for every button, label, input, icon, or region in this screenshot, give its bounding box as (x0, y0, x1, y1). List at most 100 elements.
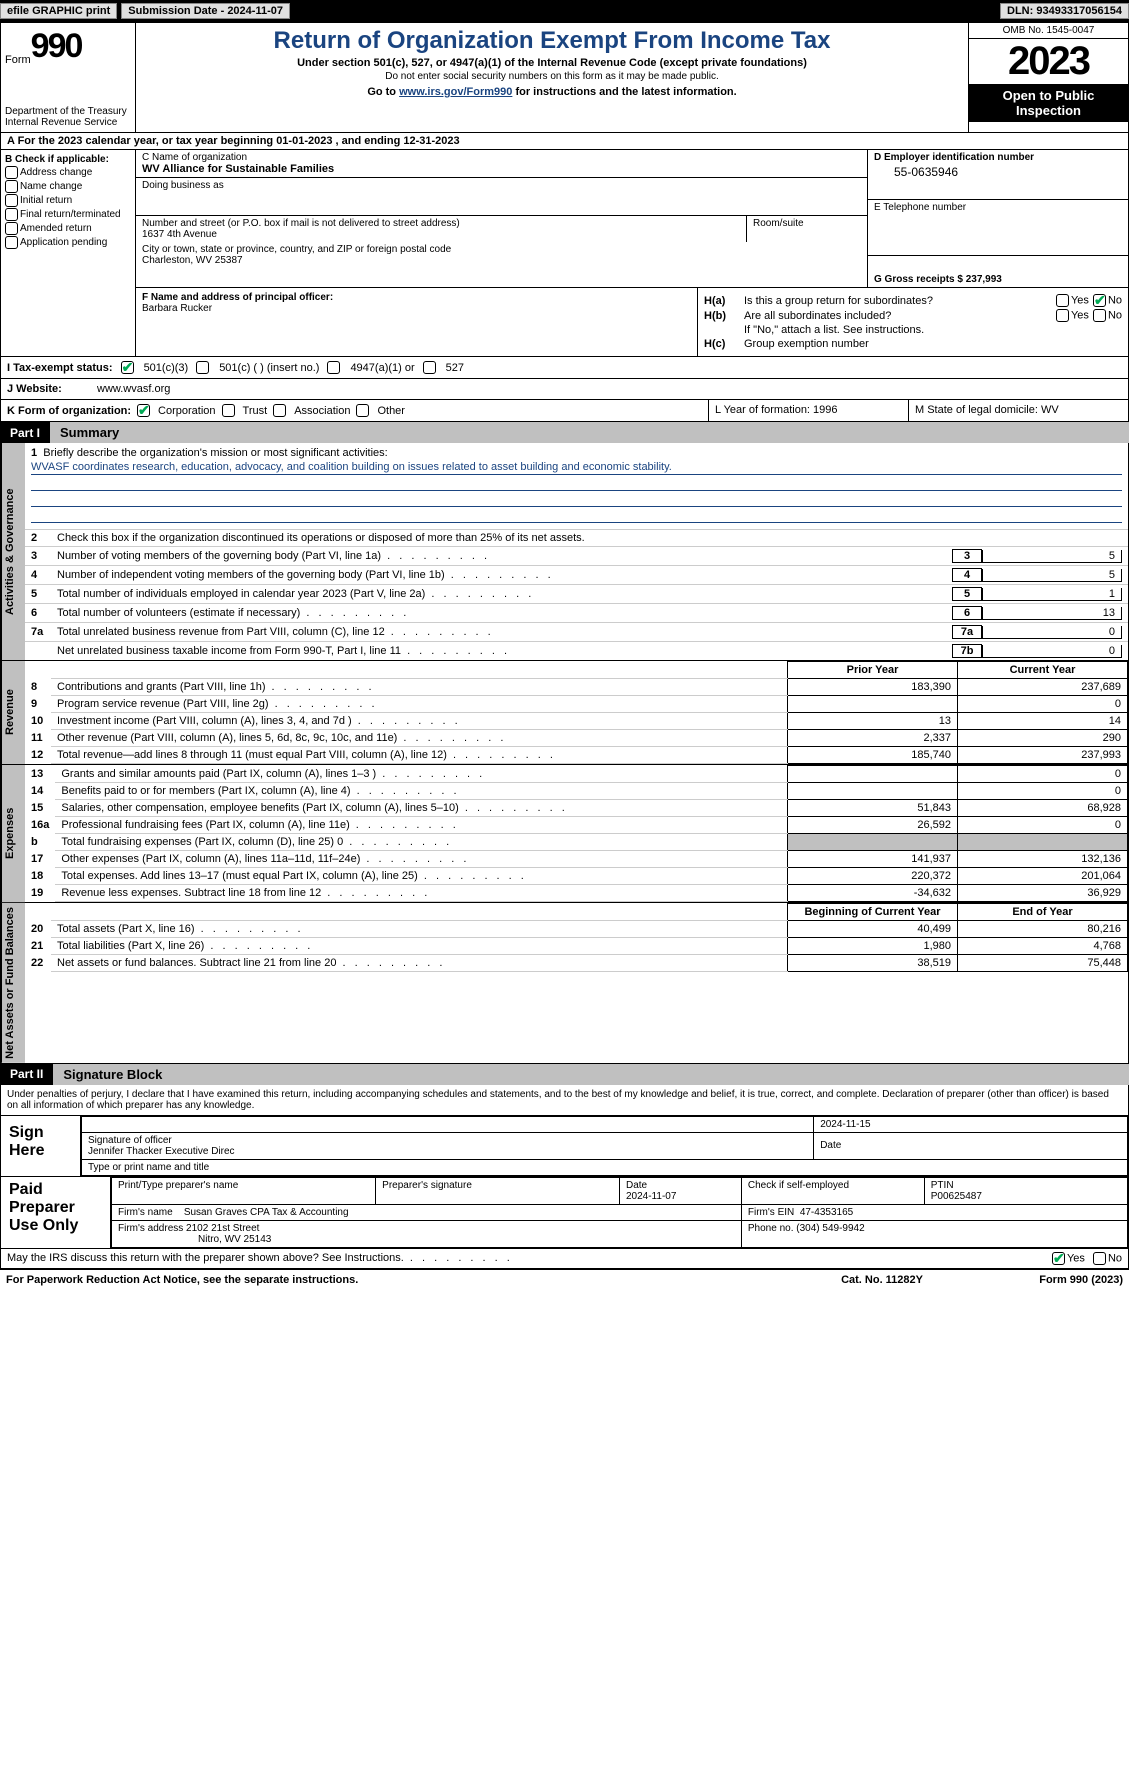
eoy-header: End of Year (958, 904, 1128, 921)
omb-number: OMB No. 1545-0047 (969, 23, 1128, 39)
form-subtitle: Under section 501(c), 527, or 4947(a)(1)… (142, 57, 962, 69)
paperwork-notice: For Paperwork Reduction Act Notice, see … (6, 1274, 841, 1286)
part1-header: Part I Summary (0, 422, 1129, 443)
hb-yes-checkbox[interactable] (1056, 309, 1069, 322)
org-city: Charleston, WV 25387 (142, 255, 243, 266)
table-row: 14Benefits paid to or for members (Part … (25, 783, 1128, 800)
other-checkbox[interactable] (356, 404, 369, 417)
discuss-row: May the IRS discuss this return with the… (0, 1249, 1129, 1269)
box-d: D Employer identification number55-06359… (868, 150, 1128, 287)
vert-activities: Activities & Governance (1, 443, 25, 660)
officer-name: Jennifer Thacker Executive Direc (88, 1146, 235, 1157)
preparer-date: 2024-11-07 (626, 1191, 676, 1202)
box-b: B Check if applicable: Address change Na… (1, 150, 136, 356)
dept-irs: Internal Revenue Service (5, 117, 131, 128)
row-a-tax-year: A For the 2023 calendar year, or tax yea… (0, 133, 1129, 150)
dln: DLN: 93493317056154 (1000, 3, 1129, 19)
firm-ein: 47-4353165 (800, 1207, 853, 1218)
paid-preparer-label: Paid Preparer Use Only (1, 1177, 111, 1248)
row-k: K Form of organization: Corporation Trus… (0, 400, 1129, 422)
submission-date: Submission Date - 2024-11-07 (121, 3, 290, 19)
tax-year: 2023 (969, 39, 1128, 84)
line-2: Check this box if the organization disco… (57, 532, 1122, 544)
prior-year-header: Prior Year (788, 662, 958, 679)
summary-line: 5Total number of individuals employed in… (25, 584, 1128, 603)
revenue-table: Prior YearCurrent Year 8Contributions an… (25, 661, 1128, 764)
telephone-label: E Telephone number (868, 200, 1128, 256)
ha-no-checkbox[interactable] (1093, 294, 1106, 307)
efile-print-button[interactable]: efile GRAPHIC print (0, 3, 117, 19)
room-suite-label: Room/suite (747, 216, 867, 242)
form-number: 990 (31, 27, 82, 66)
checkbox-final-return[interactable] (5, 208, 18, 221)
table-row: 16aProfessional fundraising fees (Part I… (25, 817, 1128, 834)
firm-phone: (304) 549-9942 (796, 1223, 864, 1234)
summary-line: Net unrelated business taxable income fr… (25, 641, 1128, 660)
header-left: Form 990 Department of the Treasury Inte… (1, 23, 136, 132)
501c-checkbox[interactable] (196, 361, 209, 374)
trust-checkbox[interactable] (222, 404, 235, 417)
website: www.wvasf.org (97, 383, 170, 395)
form-title: Return of Organization Exempt From Incom… (142, 27, 962, 55)
table-row: 20Total assets (Part X, line 16)40,49980… (25, 921, 1128, 938)
netassets-table: Beginning of Current YearEnd of Year 20T… (25, 903, 1128, 972)
form-subtitle2: Do not enter social security numbers on … (142, 71, 962, 82)
sign-date: 2024-11-15 (814, 1116, 1128, 1132)
sign-here-label: Sign Here (1, 1116, 81, 1176)
cat-number: Cat. No. 11282Y (841, 1274, 923, 1286)
table-row: 9Program service revenue (Part VIII, lin… (25, 696, 1128, 713)
vert-netassets: Net Assets or Fund Balances (1, 903, 25, 1063)
vert-expenses: Expenses (1, 765, 25, 902)
table-row: 22Net assets or fund balances. Subtract … (25, 955, 1128, 972)
dept-treasury: Department of the Treasury (5, 106, 131, 117)
501c3-checkbox[interactable] (121, 361, 134, 374)
summary-line: 4Number of independent voting members of… (25, 565, 1128, 584)
527-checkbox[interactable] (423, 361, 436, 374)
table-row: 15Salaries, other compensation, employee… (25, 800, 1128, 817)
checkbox-initial-return[interactable] (5, 194, 18, 207)
gross-receipts: G Gross receipts $ 237,993 (874, 274, 1002, 285)
state-domicile: M State of legal domicile: WV (908, 400, 1128, 421)
table-row: 10Investment income (Part VIII, column (… (25, 713, 1128, 730)
org-name: WV Alliance for Sustainable Families (142, 163, 334, 175)
open-public-badge: Open to Public Inspection (969, 84, 1128, 122)
row-i: I Tax-exempt status: 501(c)(3) 501(c) ( … (0, 357, 1129, 379)
checkbox-pending[interactable] (5, 236, 18, 249)
ptin: P00625487 (931, 1191, 982, 1202)
paid-preparer-block: Paid Preparer Use Only Print/Type prepar… (0, 1177, 1129, 1249)
box-c: C Name of organizationWV Alliance for Su… (136, 150, 868, 287)
principal-officer: Barbara Rucker (142, 303, 212, 314)
discuss-yes-checkbox[interactable] (1052, 1252, 1065, 1265)
summary-line: 3Number of voting members of the governi… (25, 546, 1128, 565)
checkbox-amended[interactable] (5, 222, 18, 235)
corp-checkbox[interactable] (137, 404, 150, 417)
table-row: bTotal fundraising expenses (Part IX, co… (25, 834, 1128, 851)
box-f: F Name and address of principal officer:… (136, 288, 698, 356)
expenses-table: 13Grants and similar amounts paid (Part … (25, 765, 1128, 902)
summary-line: 7aTotal unrelated business revenue from … (25, 622, 1128, 641)
discuss-no-checkbox[interactable] (1093, 1252, 1106, 1265)
year-formation: L Year of formation: 1996 (708, 400, 908, 421)
header-right: OMB No. 1545-0047 2023 Open to Public In… (968, 23, 1128, 132)
checkbox-address-change[interactable] (5, 166, 18, 179)
hb-no-checkbox[interactable] (1093, 309, 1106, 322)
page-footer: For Paperwork Reduction Act Notice, see … (0, 1269, 1129, 1290)
table-row: 19Revenue less expenses. Subtract line 1… (25, 885, 1128, 902)
table-row: 18Total expenses. Add lines 13–17 (must … (25, 868, 1128, 885)
sign-block: Sign Here 2024-11-15 Signature of office… (0, 1116, 1129, 1177)
checkbox-name-change[interactable] (5, 180, 18, 193)
firm-name: Susan Graves CPA Tax & Accounting (184, 1207, 349, 1218)
table-row: 13Grants and similar amounts paid (Part … (25, 766, 1128, 783)
assoc-checkbox[interactable] (273, 404, 286, 417)
table-row: 11Other revenue (Part VIII, column (A), … (25, 730, 1128, 747)
table-row: 21Total liabilities (Part X, line 26)1,9… (25, 938, 1128, 955)
firm-address: 2102 21st Street (186, 1223, 259, 1234)
irs-link[interactable]: www.irs.gov/Form990 (399, 86, 512, 98)
part2-header: Part II Signature Block (0, 1064, 1129, 1085)
part1-body: Activities & Governance 1 Briefly descri… (0, 443, 1129, 661)
4947-checkbox[interactable] (327, 361, 340, 374)
table-row: 17Other expenses (Part IX, column (A), l… (25, 851, 1128, 868)
ha-yes-checkbox[interactable] (1056, 294, 1069, 307)
topbar: efile GRAPHIC print Submission Date - 20… (0, 0, 1129, 22)
current-year-header: Current Year (958, 662, 1128, 679)
